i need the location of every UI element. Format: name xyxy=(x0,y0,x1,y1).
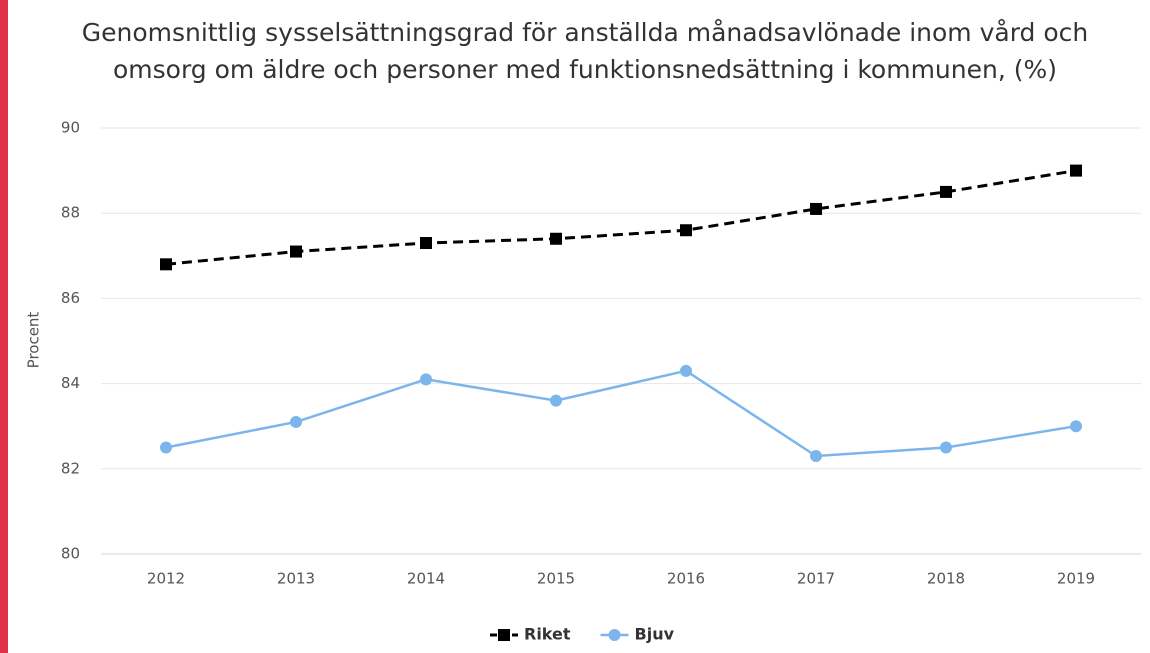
y-tick-label: 86 xyxy=(61,289,80,307)
data-point xyxy=(550,394,562,407)
x-tick-label: 2014 xyxy=(407,570,445,588)
y-tick-label: 90 xyxy=(61,119,80,137)
y-tick-label: 84 xyxy=(61,374,80,392)
data-point xyxy=(940,185,952,198)
side-bar xyxy=(0,0,8,653)
x-tick-label: 2018 xyxy=(927,570,965,588)
y-tick-label: 80 xyxy=(61,545,80,563)
legend-marker xyxy=(498,629,510,641)
y-tick-label: 82 xyxy=(61,459,80,477)
x-tick-label: 2013 xyxy=(277,570,315,588)
data-point xyxy=(160,441,172,454)
legend-label: Bjuv xyxy=(635,625,675,644)
data-point xyxy=(680,224,692,237)
chart-title: Genomsnittlig sysselsättningsgrad för an… xyxy=(81,18,1089,84)
series-line xyxy=(165,369,1077,458)
data-point xyxy=(1070,164,1082,177)
y-axis-label: Procent xyxy=(25,312,43,369)
data-point xyxy=(160,258,172,271)
data-point xyxy=(1070,420,1082,433)
data-point xyxy=(550,232,562,245)
legend-marker xyxy=(608,629,621,641)
x-tick-label: 2012 xyxy=(147,570,185,588)
data-point xyxy=(420,373,432,386)
legend-label: Riket xyxy=(524,625,571,644)
x-tick-label: 2017 xyxy=(797,570,835,588)
x-tick-label: 2016 xyxy=(667,570,705,588)
data-point xyxy=(810,202,822,215)
y-tick-label: 88 xyxy=(61,204,80,222)
data-point xyxy=(290,245,302,258)
data-point xyxy=(680,364,692,377)
series-line xyxy=(165,169,1077,266)
x-tick-label: 2015 xyxy=(537,570,575,588)
data-point xyxy=(290,415,302,428)
legend: Riket Bjuv xyxy=(490,625,675,644)
x-tick-label: 2019 xyxy=(1057,570,1095,588)
data-point xyxy=(940,441,952,454)
data-point xyxy=(810,450,822,463)
data-point xyxy=(420,237,432,250)
